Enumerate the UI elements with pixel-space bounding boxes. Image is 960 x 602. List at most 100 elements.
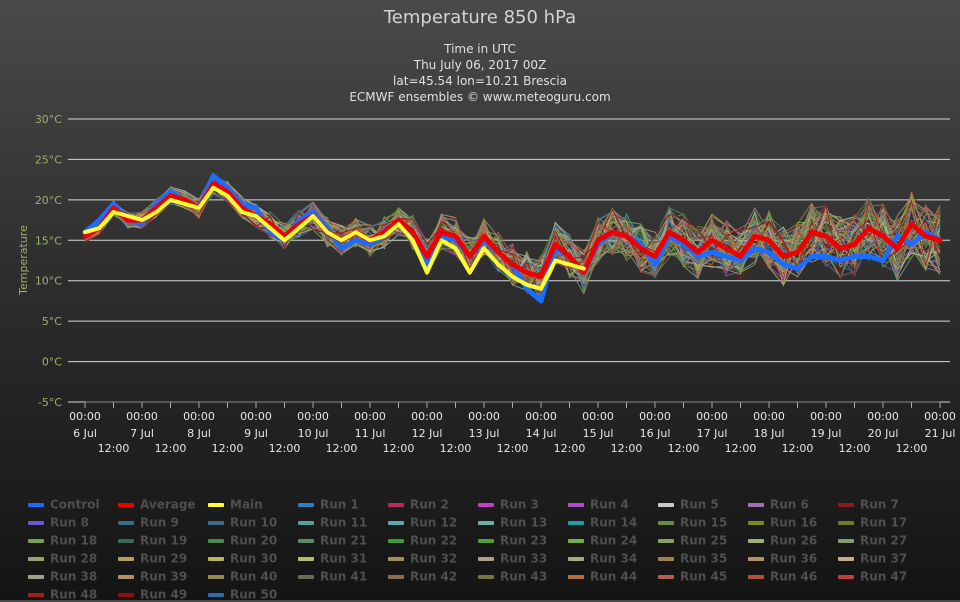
legend-symbol (748, 574, 764, 579)
average-line[interactable] (82, 181, 943, 280)
legend-label: Run 5 (680, 497, 719, 512)
legend-item-run-7[interactable]: Run 7 (838, 497, 899, 512)
legend-label: Run 17 (860, 515, 908, 530)
legend-item-run-41[interactable]: Run 41 (298, 569, 368, 584)
legend-item-run-15[interactable]: Run 15 (658, 515, 727, 530)
legend-label: Run 41 (320, 569, 368, 584)
legend-item-average[interactable]: Average (118, 497, 196, 512)
legend-label: Run 42 (410, 569, 458, 584)
main-line[interactable] (83, 185, 586, 291)
legend-item-run-10[interactable]: Run 10 (208, 515, 277, 530)
legend-item-run-3[interactable]: Run 3 (478, 497, 539, 512)
legend-item-run-27[interactable]: Run 27 (838, 533, 907, 548)
ensemble-line-run-42[interactable] (84, 174, 941, 289)
legend-label: Run 8 (50, 515, 89, 530)
legend-item-run-35[interactable]: Run 35 (658, 551, 728, 566)
legend-item-run-24[interactable]: Run 24 (568, 533, 637, 548)
legend-item-run-22[interactable]: Run 22 (388, 533, 458, 548)
legend-symbol (478, 520, 494, 525)
legend-label: Run 35 (680, 551, 728, 566)
legend-item-run-6[interactable]: Run 6 (748, 497, 809, 512)
legend-item-run-20[interactable]: Run 20 (208, 533, 278, 548)
legend-symbol (28, 538, 44, 543)
legend-item-run-37[interactable]: Run 37 (838, 551, 907, 566)
legend-symbol (28, 520, 44, 525)
legend-item-run-17[interactable]: Run 17 (838, 515, 908, 530)
legend-symbol (568, 520, 584, 525)
legend-item-run-42[interactable]: Run 42 (388, 569, 458, 584)
legend-item-run-13[interactable]: Run 13 (478, 515, 547, 530)
legend-item-run-21[interactable]: Run 21 (298, 533, 367, 548)
x-tick-time: 00:00 (753, 410, 785, 423)
y-tick-label: 30°C (35, 113, 62, 126)
y-tick-label: -5°C (38, 396, 62, 409)
legend-item-run-1[interactable]: Run 1 (298, 497, 359, 512)
x-tick-time: 00:00 (810, 410, 842, 423)
legend-item-run-48[interactable]: Run 48 (28, 587, 97, 602)
x-tick-midday: 12:00 (782, 442, 814, 455)
legend-item-run-18[interactable]: Run 18 (28, 533, 97, 548)
legend-item-run-19[interactable]: Run 19 (118, 533, 187, 548)
legend-symbol (568, 556, 584, 561)
legend-item-run-12[interactable]: Run 12 (388, 515, 458, 530)
legend-label: Run 46 (770, 569, 818, 584)
main-series[interactable] (82, 173, 943, 304)
legend-label: Run 11 (320, 515, 368, 530)
legend-symbol (388, 538, 404, 543)
legend-item-run-45[interactable]: Run 45 (658, 569, 727, 584)
y-tick-label: 5°C (42, 315, 62, 328)
x-tick-date: 7 Jul (130, 427, 154, 440)
legend-item-main[interactable]: Main (208, 497, 263, 512)
legend-item-run-33[interactable]: Run 33 (478, 551, 547, 566)
legend-symbol (748, 538, 764, 543)
x-tick-date: 13 Jul (469, 427, 500, 440)
legend-item-run-25[interactable]: Run 25 (658, 533, 727, 548)
legend-item-run-8[interactable]: Run 8 (28, 515, 89, 530)
y-tick-label: 25°C (35, 153, 62, 166)
x-tick-time: 00:00 (126, 410, 158, 423)
legend-item-run-47[interactable]: Run 47 (838, 569, 907, 584)
x-tick-midday: 12:00 (668, 442, 700, 455)
legend-item-run-34[interactable]: Run 34 (568, 551, 637, 566)
legend-item-run-29[interactable]: Run 29 (118, 551, 187, 566)
legend-symbol (388, 520, 404, 525)
legend-label: Run 3 (500, 497, 539, 512)
legend-item-run-5[interactable]: Run 5 (658, 497, 719, 512)
x-tick-time: 00:00 (696, 410, 728, 423)
y-tick-label: 15°C (35, 234, 62, 247)
legend-label: Run 7 (860, 497, 899, 512)
legend-item-run-40[interactable]: Run 40 (208, 569, 277, 584)
legend-item-run-36[interactable]: Run 36 (748, 551, 817, 566)
legend-item-run-11[interactable]: Run 11 (298, 515, 368, 530)
legend-item-run-30[interactable]: Run 30 (208, 551, 277, 566)
legend-item-run-49[interactable]: Run 49 (118, 587, 187, 602)
legend-item-run-28[interactable]: Run 28 (28, 551, 97, 566)
legend-label: Run 4 (590, 497, 629, 512)
legend-item-run-46[interactable]: Run 46 (748, 569, 818, 584)
legend-item-run-14[interactable]: Run 14 (568, 515, 638, 530)
legend-symbol (388, 574, 404, 579)
legend-item-control[interactable]: Control (28, 497, 100, 512)
ensemble-line-run-50[interactable] (84, 193, 941, 290)
legend-item-run-31[interactable]: Run 31 (298, 551, 367, 566)
legend-label: Run 14 (590, 515, 638, 530)
legend-item-run-39[interactable]: Run 39 (118, 569, 187, 584)
legend-label: Run 44 (590, 569, 638, 584)
legend-item-run-50[interactable]: Run 50 (208, 587, 277, 602)
legend-item-run-9[interactable]: Run 9 (118, 515, 179, 530)
legend-label: Run 23 (500, 533, 548, 548)
legend-item-run-38[interactable]: Run 38 (28, 569, 97, 584)
legend-item-run-23[interactable]: Run 23 (478, 533, 548, 548)
legend-label: Run 12 (410, 515, 458, 530)
legend-item-run-26[interactable]: Run 26 (748, 533, 817, 548)
legend-label: Run 22 (410, 533, 458, 548)
legend-label: Run 20 (230, 533, 278, 548)
legend-symbol (658, 574, 674, 579)
legend-item-run-16[interactable]: Run 16 (748, 515, 817, 530)
legend-label: Run 43 (500, 569, 548, 584)
legend-item-run-32[interactable]: Run 32 (388, 551, 457, 566)
legend-item-run-43[interactable]: Run 43 (478, 569, 548, 584)
legend-item-run-4[interactable]: Run 4 (568, 497, 629, 512)
legend-item-run-2[interactable]: Run 2 (388, 497, 449, 512)
legend-item-run-44[interactable]: Run 44 (568, 569, 638, 584)
